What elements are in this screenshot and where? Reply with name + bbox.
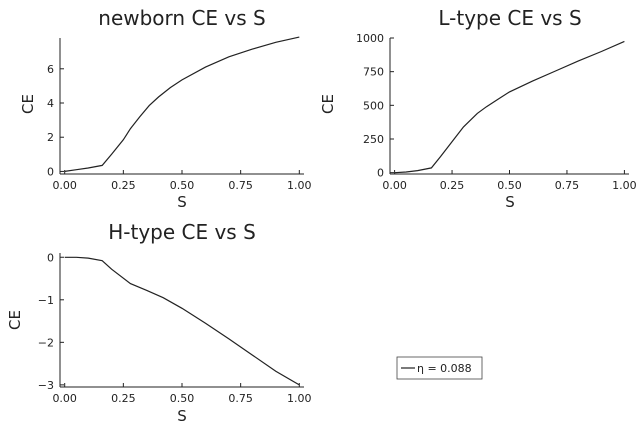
y-tick-label: 250 (363, 133, 384, 146)
y-tick-label: 0 (377, 167, 384, 180)
x-tick-label: 0.00 (52, 392, 77, 405)
x-tick-label: 1.00 (612, 179, 637, 192)
y-axis-label: CE (6, 310, 24, 330)
subplot-l-type: L-type CE vs S S CE 0.00 0.25 0.50 0.75 1.00… (319, 6, 637, 211)
subplot-title: newborn CE vs S (98, 6, 265, 30)
legend-box (396, 356, 483, 380)
y-tick-label: −2 (38, 336, 54, 349)
y-tick-label: −3 (38, 379, 54, 392)
x-tick-label: 1.00 (287, 179, 312, 192)
y-tick-label: 4 (47, 97, 54, 110)
series-line (394, 40, 625, 174)
x-axis-label: S (177, 193, 187, 211)
x-tick-label: 0.00 (382, 179, 407, 192)
y-tick-label: 500 (363, 99, 384, 112)
x-tick-label: 0.75 (555, 179, 580, 192)
subplot-h-type: H-type CE vs S S CE 0.00 0.25 0.50 0.75 1.00… (6, 220, 312, 424)
y-tick-label: 1000 (356, 32, 384, 45)
y-tick-label: 0 (47, 251, 54, 264)
x-tick-label: 0.50 (497, 179, 522, 192)
series-line (64, 256, 300, 386)
y-axis-label: CE (319, 94, 337, 114)
y-tick-label: 750 (363, 66, 384, 79)
x-tick-label: 0.25 (440, 179, 465, 192)
subplot-title: H-type CE vs S (108, 220, 256, 244)
x-tick-label: 0.25 (111, 392, 136, 405)
series-line (64, 36, 300, 172)
subplot-title: L-type CE vs S (438, 6, 581, 30)
x-axis-label: S (505, 193, 515, 211)
x-tick-label: 0.50 (170, 179, 195, 192)
x-tick-label: 0.75 (228, 179, 253, 192)
y-tick-label: 0 (47, 165, 54, 178)
x-axis-label: S (177, 407, 187, 424)
x-tick-label: 0.25 (111, 179, 136, 192)
y-tick-label: 2 (47, 131, 54, 144)
x-tick-label: 0.50 (170, 392, 195, 405)
x-tick-label: 0.75 (228, 392, 253, 405)
x-tick-label: 1.00 (287, 392, 312, 405)
y-axis-label: CE (19, 94, 37, 114)
y-tick-label: −1 (38, 294, 54, 307)
x-tick-label: 0.00 (52, 179, 77, 192)
y-tick-label: 6 (47, 63, 54, 76)
legend-label: η = 0.088 (417, 362, 472, 375)
subplot-newborn: newborn CE vs S S CE 0.00 0.25 0.50 0.75 1.0… (19, 6, 312, 211)
legend: η = 0.088 (396, 356, 483, 380)
